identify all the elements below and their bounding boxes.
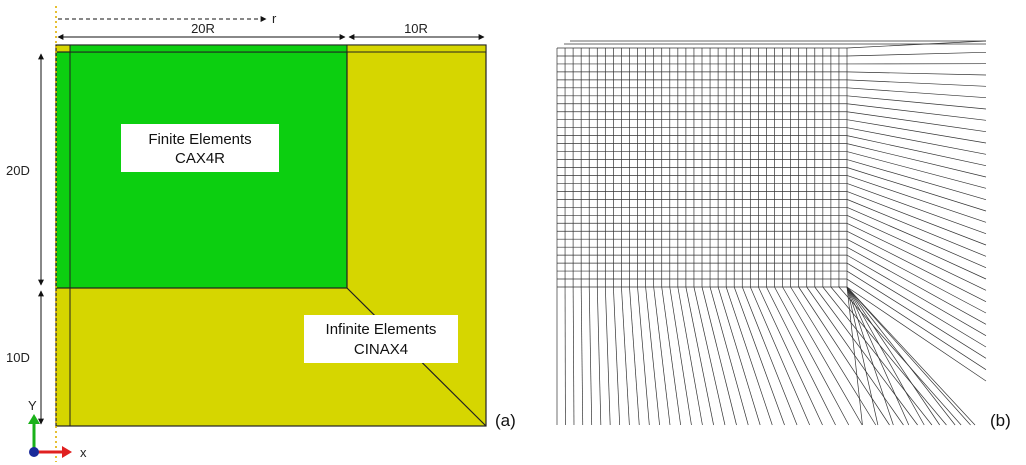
finite-label-line1: Finite Elements xyxy=(148,131,251,148)
mesh-ray xyxy=(846,111,987,133)
mesh-ray xyxy=(774,286,850,426)
mesh-ray xyxy=(846,135,987,167)
infinite-elements-label: Infinite Elements CINAX4 xyxy=(304,315,458,363)
mesh-ray xyxy=(766,286,836,426)
r-axis-label: r xyxy=(272,11,277,26)
mesh-ray xyxy=(846,79,987,87)
mesh-ray xyxy=(846,286,971,426)
mesh-ray xyxy=(846,87,987,99)
mesh-ray xyxy=(701,286,737,426)
mesh-ray xyxy=(846,191,987,246)
dim-10D-label: 10D xyxy=(6,350,30,365)
mesh-ray xyxy=(613,286,621,426)
mesh-ray xyxy=(838,286,962,426)
mesh-ray xyxy=(846,262,987,348)
mesh-ray xyxy=(790,286,877,426)
mesh-ray xyxy=(846,40,987,49)
dim-20D-label: 20D xyxy=(6,163,30,178)
mesh-ray xyxy=(846,159,987,201)
mesh-ray xyxy=(588,286,593,426)
mesh-ray xyxy=(798,286,890,426)
panel-b-mesh xyxy=(556,40,987,426)
mesh-ray xyxy=(693,286,726,426)
mesh-ray xyxy=(661,286,681,426)
mesh-ray xyxy=(846,286,987,382)
dim-10R-label: 10R xyxy=(404,21,428,36)
mesh-ray xyxy=(846,199,987,257)
mesh-ray xyxy=(741,286,798,426)
mesh-ray xyxy=(846,167,987,212)
mesh-ray xyxy=(846,286,863,426)
mesh-ray xyxy=(846,254,987,336)
mesh-ray xyxy=(637,286,650,426)
mesh-ray xyxy=(604,286,611,426)
mesh-ray xyxy=(846,207,987,268)
mesh-ray xyxy=(846,214,987,280)
top-strip-right xyxy=(346,44,487,53)
infinite-label-line1: Infinite Elements xyxy=(326,321,437,338)
mesh-ray xyxy=(846,51,987,57)
mesh-ray xyxy=(846,270,987,359)
axis-x-label: x xyxy=(80,445,87,460)
mesh-ray xyxy=(846,151,987,189)
mesh-ray xyxy=(596,286,602,426)
panel-b-label: (b) xyxy=(990,411,1011,430)
mesh-ray xyxy=(750,286,810,426)
mesh-ray xyxy=(846,286,910,426)
mesh-ray xyxy=(830,286,947,426)
mesh-ray xyxy=(653,286,671,426)
mesh-ray xyxy=(846,278,987,370)
finite-elements-label: Finite Elements CAX4R xyxy=(121,124,279,172)
dim-20R-label: 20R xyxy=(191,21,215,36)
mesh-ray xyxy=(669,286,692,426)
mesh-ray xyxy=(846,286,940,426)
mesh-ray xyxy=(846,286,894,426)
mesh-ray xyxy=(846,175,987,223)
mesh-ray xyxy=(846,119,987,144)
mesh-ray xyxy=(822,286,933,426)
mesh-ray xyxy=(758,286,823,426)
mesh-ray xyxy=(846,95,987,110)
mesh-ray xyxy=(846,286,956,426)
finite-label-line2: CAX4R xyxy=(175,150,225,167)
mesh-ray xyxy=(725,286,773,426)
axis-triad: Y x xyxy=(28,398,87,460)
mesh-ray xyxy=(685,286,714,426)
mesh-ray xyxy=(580,286,584,426)
panel-a: r 20R 10R 20D 10D Finite Elements CAX4R … xyxy=(6,6,516,462)
mesh-ray xyxy=(782,286,863,426)
mesh-ray xyxy=(846,143,987,178)
mesh-ray xyxy=(846,230,987,302)
mesh-ray xyxy=(846,286,879,426)
axis-y-label: Y xyxy=(28,398,37,413)
mesh-ray xyxy=(645,286,660,426)
mesh-ray xyxy=(846,103,987,121)
mesh-ray xyxy=(846,238,987,314)
mesh-ray xyxy=(572,286,575,426)
mesh-ray xyxy=(629,286,640,426)
mesh-ray xyxy=(846,286,925,426)
mesh-ray xyxy=(709,286,749,426)
mesh-ray xyxy=(814,286,918,426)
mesh-ray xyxy=(846,222,987,291)
mesh-ray xyxy=(846,71,987,76)
mesh-ray xyxy=(677,286,703,426)
mesh-ray xyxy=(733,286,785,426)
mesh-ray xyxy=(846,127,987,155)
panel-a-label: (a) xyxy=(495,411,516,430)
mesh-ray xyxy=(806,286,904,426)
infinite-label-line2: CINAX4 xyxy=(354,341,408,358)
mesh-ray xyxy=(717,286,761,426)
mesh-ray xyxy=(846,246,987,325)
mesh-ray xyxy=(846,183,987,234)
mesh-ray xyxy=(846,286,976,426)
mesh-ray xyxy=(621,286,630,426)
